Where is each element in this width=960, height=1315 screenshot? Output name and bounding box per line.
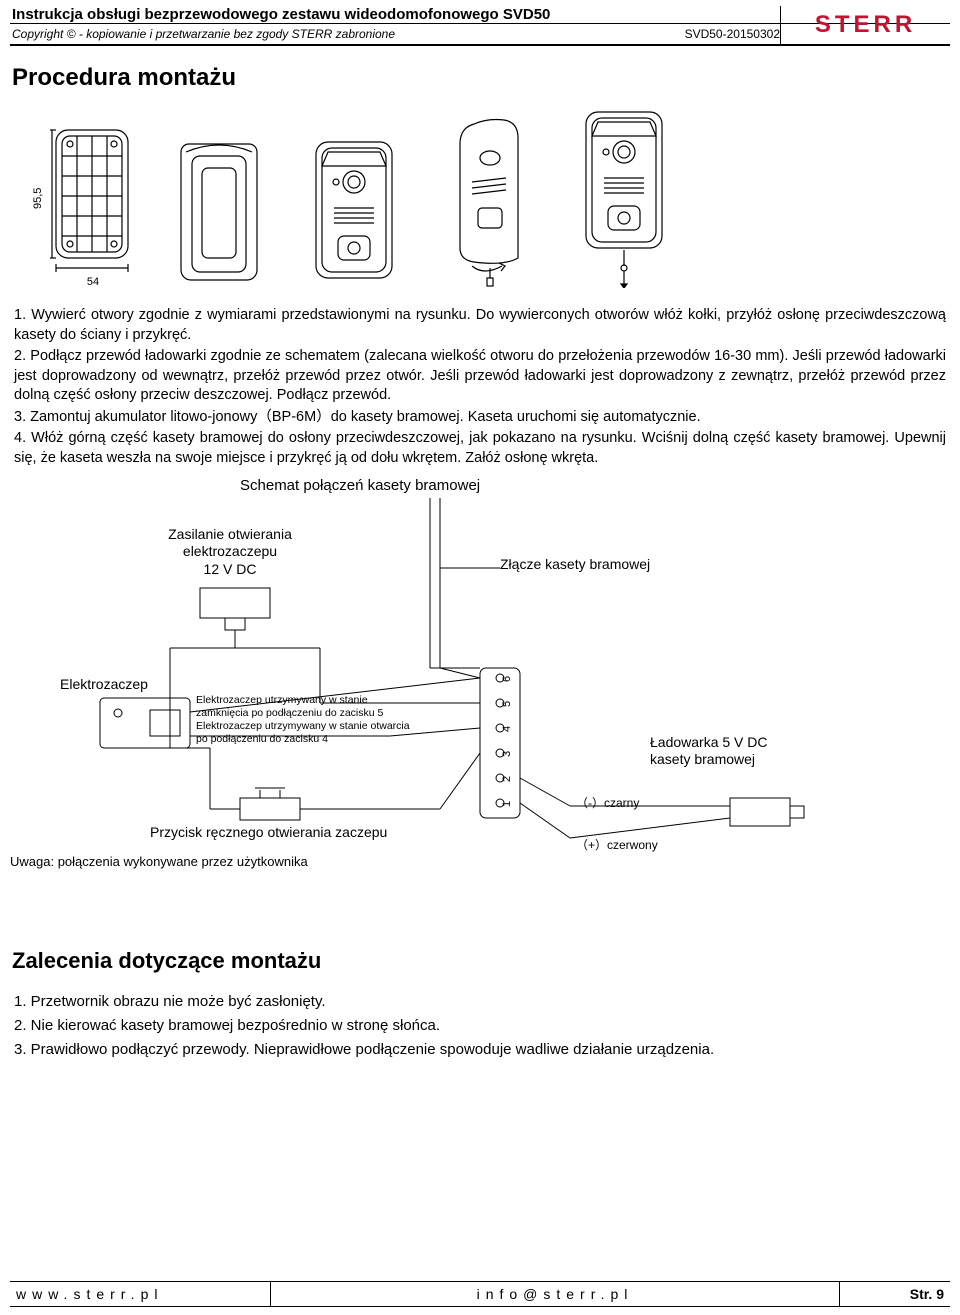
svg-text:4: 4 [501,725,513,731]
rec-item: 3. Prawidłowo podłączyć przewody. Niepra… [14,1038,946,1062]
instruction-text: 1. Wywierć otwory zgodnie z wymiarami pr… [10,298,950,473]
svg-text:3: 3 [501,750,513,756]
drawing-backplate: 95,5 [30,126,134,288]
svg-text:2: 2 [501,775,513,781]
recommendations-list: 1. Przetwornik obrazu nie może być zasło… [10,986,950,1072]
svg-text:6: 6 [501,675,513,681]
footer-email: info@sterr.pl [270,1282,840,1306]
svg-text:1: 1 [501,800,513,806]
connector-label: Złącze kasety bramowej [500,556,650,574]
psu-lock-label: Zasilanie otwierania elektrozaczepu 12 V… [140,526,320,579]
wiring-title: Schemat połączeń kasety bramowej [10,477,950,494]
header-doc-id: SVD50-20150302 [570,24,780,44]
lock-note: Elektrozaczep utrzymywany w stanie zamkn… [196,694,416,747]
instr-p4: 4. Włóż górną część kasety bramowej do o… [14,429,946,468]
brand-logo: STERR [815,11,916,39]
drawing-side-insert [444,118,534,288]
drawing-assembled [574,108,674,288]
dim-width: 54 [30,276,134,288]
rec-item: 2. Nie kierować kasety bramowej bezpośre… [14,1014,946,1038]
document-page: Instrukcja obsługi bezprzewodowego zesta… [0,0,960,1315]
neg-label: （-）czarny [576,796,639,811]
drawing-rainshield [174,138,264,288]
page-header: Instrukcja obsługi bezprzewodowego zesta… [10,0,950,46]
section-title-mounting: Procedura montażu [12,64,950,92]
button-label: Przycisk ręcznego otwierania zaczepu [150,824,387,842]
header-title: Instrukcja obsługi bezprzewodowego zesta… [10,6,780,23]
pos-label: （+）czerwony [576,838,658,853]
section-title-recommendations: Zalecenia dotyczące montażu [12,948,950,974]
footer-page: Str. 9 [840,1282,950,1306]
instr-p3: 3. Zamontuj akumulator litowo-jonowy（BP-… [14,408,946,428]
page-footer: www.sterr.pl info@sterr.pl Str. 9 [10,1281,950,1307]
header-copyright: Copyright © - kopiowanie i przetwarzanie… [10,24,570,44]
footer-url: www.sterr.pl [10,1282,270,1306]
charger-label: Ładowarka 5 V DC kasety bramowej [650,734,800,769]
mounting-drawings: 95,5 [10,102,950,298]
user-note: Uwaga: połączenia wykonywane przez użytk… [10,854,308,870]
backplate-svg [50,126,134,276]
instr-p2: 2. Podłącz przewód ładowarki zgodnie ze … [14,347,946,406]
lock-label: Elektrozaczep [60,676,148,694]
wiring-diagram: 6 5 4 3 2 1 Zasilanie otwierania elektro… [10,498,950,918]
instr-p1: 1. Wywierć otwory zgodnie z wymiarami pr… [14,306,946,345]
dim-height: 95,5 [32,193,44,209]
rec-item: 1. Przetwornik obrazu nie może być zasło… [14,990,946,1014]
svg-text:5: 5 [501,700,513,706]
drawing-unit-front [304,138,404,288]
